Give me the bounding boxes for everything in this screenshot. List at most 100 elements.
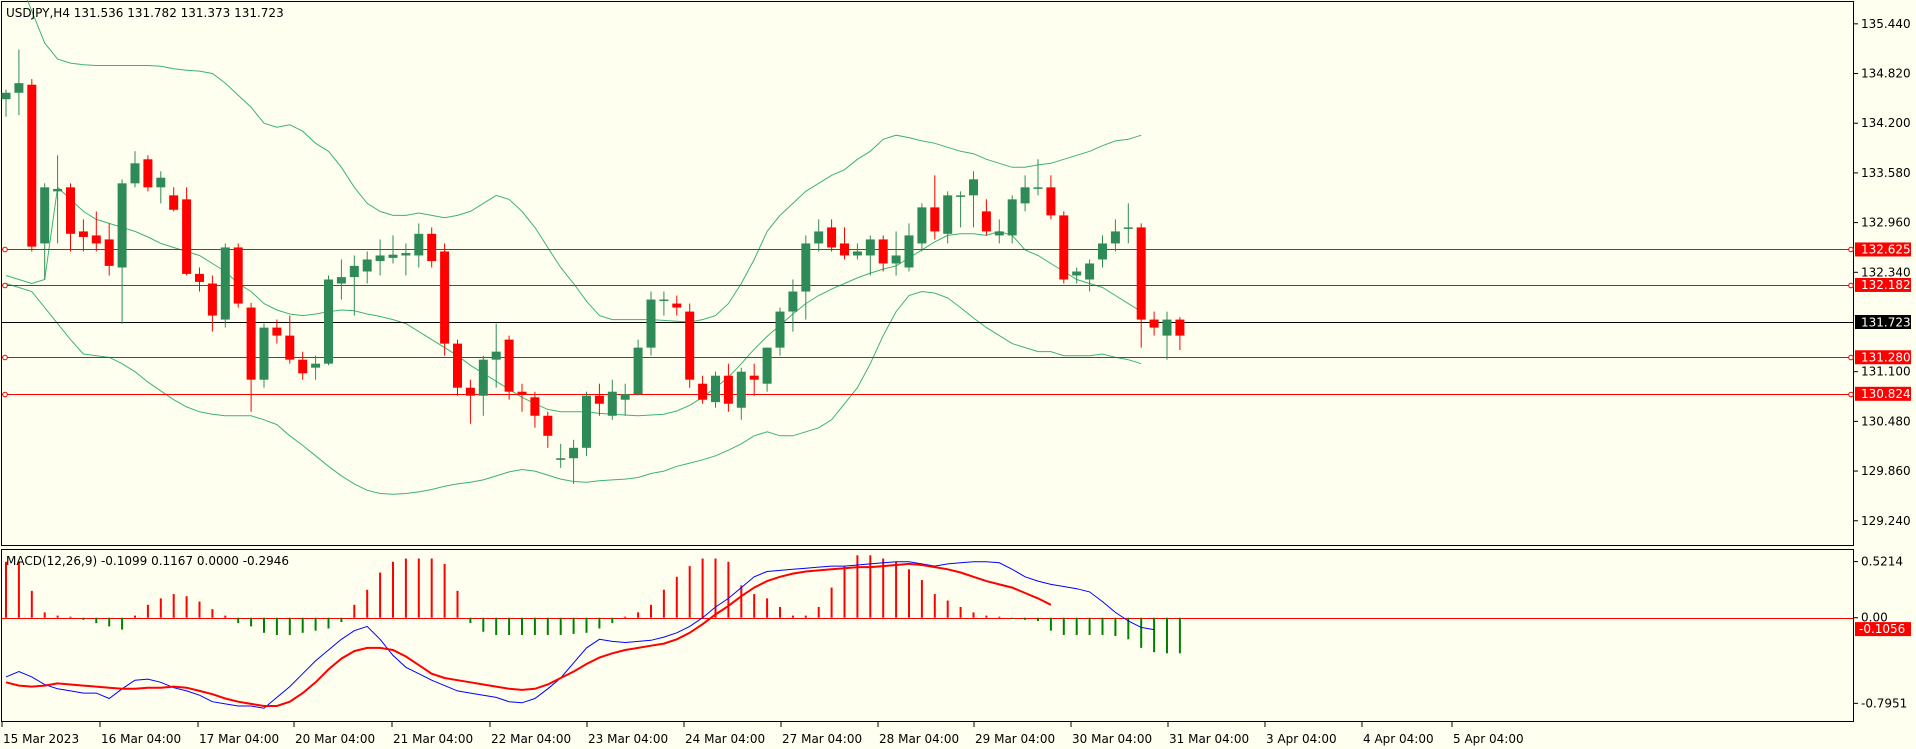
- candle-body: [917, 207, 927, 244]
- price-tick-label: 130.480: [1861, 414, 1911, 428]
- candle-body: [220, 247, 230, 320]
- macd-tick-label: 0.5214: [1861, 555, 1903, 569]
- candle-body: [672, 303, 682, 308]
- macd-value-label: -0.1056: [1859, 622, 1905, 636]
- candle-body: [1110, 231, 1120, 244]
- level-price-label-0: 132.625: [1861, 242, 1911, 256]
- macd-info: MACD(12,26,9) -0.1099 0.1167 0.0000 -0.2…: [6, 554, 289, 568]
- candle-body: [1123, 227, 1133, 229]
- time-tick-label: 3 Apr 04:00: [1266, 732, 1337, 746]
- candle-body: [440, 251, 450, 344]
- level-price-box-0: [1855, 242, 1911, 257]
- macd-pane[interactable]: [2, 555, 1853, 709]
- price-tick-label: 129.240: [1861, 514, 1911, 528]
- price-tick-label: 133.580: [1861, 166, 1911, 180]
- candle-body: [620, 394, 630, 400]
- time-tick-label: 16 Mar 04:00: [101, 732, 181, 746]
- candle-body: [736, 371, 746, 408]
- candle-body: [336, 277, 346, 284]
- candle-body: [91, 235, 101, 244]
- level-price-label-2: 131.280: [1861, 350, 1911, 364]
- current-price-box: [1855, 315, 1911, 329]
- candle-body: [711, 375, 720, 403]
- level-anchor-right-0: [1848, 246, 1854, 253]
- signal-line: [5, 562, 1052, 707]
- candle-body: [1162, 319, 1172, 336]
- level-anchor-left-2: [2, 354, 8, 361]
- time-tick-label: 31 Mar 04:00: [1169, 732, 1249, 746]
- macd-tick-label: -0.7951: [1861, 696, 1907, 710]
- bb-middle-band: [5, 186, 1142, 417]
- candle-body: [40, 187, 50, 244]
- candle-body: [53, 188, 63, 192]
- price-pane-frame: [1, 1, 1854, 546]
- time-tick-label: 30 Mar 04:00: [1072, 732, 1152, 746]
- candle-body: [1085, 263, 1095, 280]
- candle-body: [1007, 199, 1017, 236]
- candle-body: [233, 247, 243, 304]
- candle-body: [246, 307, 256, 380]
- candle-body: [298, 359, 308, 374]
- candle-body: [775, 311, 785, 348]
- candle-body: [517, 391, 527, 395]
- candle-body: [659, 299, 669, 302]
- price-tick-label: 131.100: [1861, 365, 1911, 379]
- level-anchor-left-1: [2, 282, 8, 289]
- candle-body: [427, 233, 437, 262]
- level-anchor-right-2: [1848, 354, 1854, 361]
- time-tick-label: 29 Mar 04:00: [975, 732, 1055, 746]
- candle-body: [1046, 187, 1056, 216]
- macd-line: [5, 561, 1155, 709]
- candle-body: [130, 163, 140, 184]
- time-tick-label: 22 Mar 04:00: [491, 732, 571, 746]
- level-anchor-right-3: [1848, 391, 1854, 398]
- level-anchor-left-3: [2, 391, 8, 398]
- current-price-label: 131.723: [1861, 316, 1911, 330]
- time-tick-label: 28 Mar 04:00: [879, 732, 959, 746]
- candle-body: [891, 255, 901, 264]
- candle-body: [104, 239, 114, 266]
- candle-body: [491, 351, 501, 360]
- level-price-box-1: [1855, 277, 1911, 292]
- candle-body: [207, 283, 217, 316]
- bb-upper-band: [26, 0, 1142, 323]
- level-anchor-right-1: [1848, 282, 1854, 289]
- candle-body: [994, 231, 1004, 236]
- macd-value-box: [1855, 622, 1911, 637]
- candle-body: [1, 92, 11, 100]
- candle-body: [814, 231, 824, 244]
- candle-body: [78, 231, 88, 238]
- candle-body: [1098, 243, 1107, 260]
- time-tick-label: 17 Mar 04:00: [199, 732, 279, 746]
- candle-body: [685, 311, 695, 380]
- level-price-box-2: [1855, 350, 1911, 365]
- candle-body: [1175, 319, 1185, 336]
- candle-body: [117, 183, 127, 268]
- candle-body: [1020, 187, 1030, 204]
- candle-body: [556, 458, 566, 460]
- candle-body: [169, 195, 179, 210]
- candle-body: [272, 327, 282, 336]
- candle-body: [324, 279, 333, 364]
- candle-body: [1072, 271, 1082, 276]
- candle-body: [956, 195, 966, 197]
- candle-body: [1149, 319, 1159, 328]
- candle-body: [723, 375, 733, 404]
- candle-body: [969, 179, 978, 196]
- price-tick-label: 132.960: [1861, 216, 1911, 230]
- candle-body: [904, 235, 914, 268]
- price-tick-label: 129.860: [1861, 464, 1911, 478]
- candle-body: [362, 259, 372, 272]
- axis-layer: 135.440 134.820 134.200 133.580 132.960 132.3…: [1, 17, 1911, 746]
- candle-body: [375, 255, 385, 262]
- candle-body: [827, 227, 837, 248]
- candle-body: [943, 195, 953, 234]
- candle-body: [852, 251, 862, 256]
- candle-body: [401, 253, 411, 256]
- time-tick-label: 27 Mar 04:00: [782, 732, 862, 746]
- price-pane[interactable]: [1, 0, 1854, 495]
- candle-body: [1136, 227, 1146, 320]
- candle-body: [465, 387, 475, 396]
- price-tick-label: 132.340: [1861, 265, 1911, 279]
